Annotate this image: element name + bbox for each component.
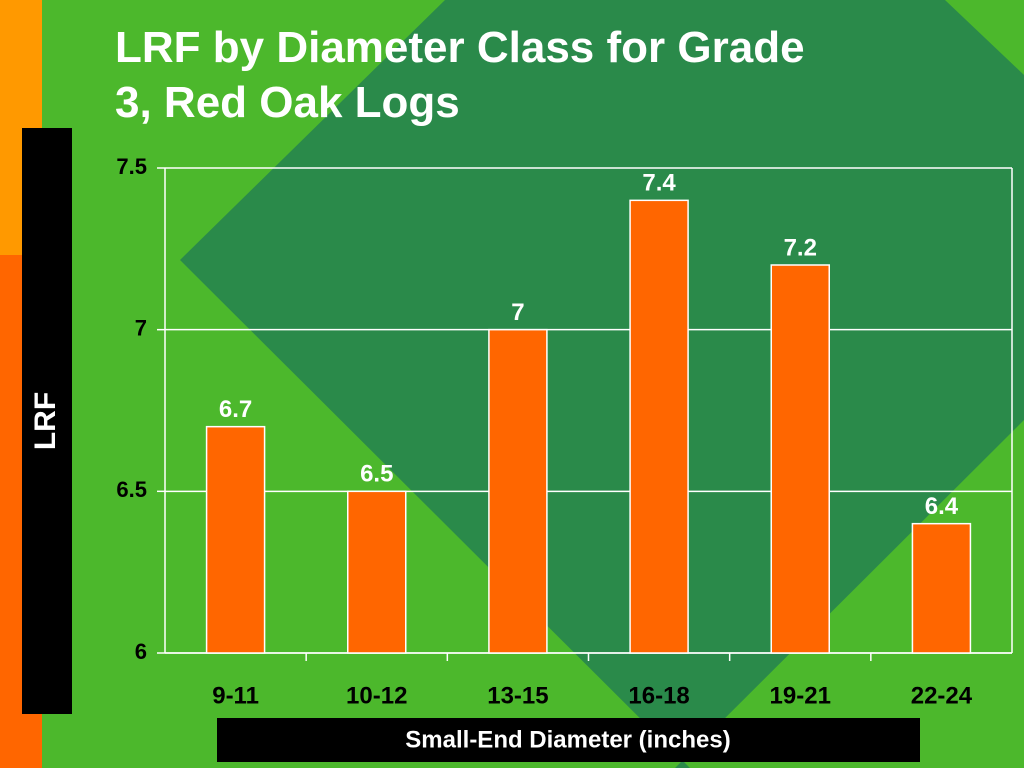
x-tick-label: 13-15 (487, 682, 548, 709)
y-tick-label: 7 (135, 315, 147, 340)
x-label-box (217, 718, 920, 762)
x-tick-label: 19-21 (770, 682, 831, 709)
x-tick-label: 16-18 (628, 682, 689, 709)
x-axis-label: Small-End Diameter (inches) (405, 726, 730, 753)
y-tick-label: 6 (135, 639, 147, 664)
bar (347, 490, 407, 654)
bar (488, 328, 548, 654)
bar (205, 425, 266, 654)
y-axis-label: LRF (29, 392, 62, 450)
bar (911, 522, 972, 654)
x-tick-label: 22-24 (911, 682, 973, 709)
y-label-box (22, 128, 72, 714)
bar (629, 199, 689, 654)
x-tick-label: 10-12 (346, 682, 407, 709)
chart-title: LRF by Diameter Class for Grade 3, Red Oa… (115, 23, 805, 127)
x-tick-label: 9-11 (212, 682, 259, 709)
value-label: 7.2 (784, 234, 817, 261)
bar (770, 264, 830, 654)
value-label: 7 (511, 299, 524, 326)
value-label: 6.4 (925, 493, 959, 520)
y-tick-label: 6.5 (116, 477, 147, 502)
value-label: 6.7 (219, 396, 252, 423)
value-label: 6.5 (360, 461, 393, 488)
y-tick-label: 7.5 (116, 154, 147, 179)
value-label: 7.4 (642, 170, 676, 197)
